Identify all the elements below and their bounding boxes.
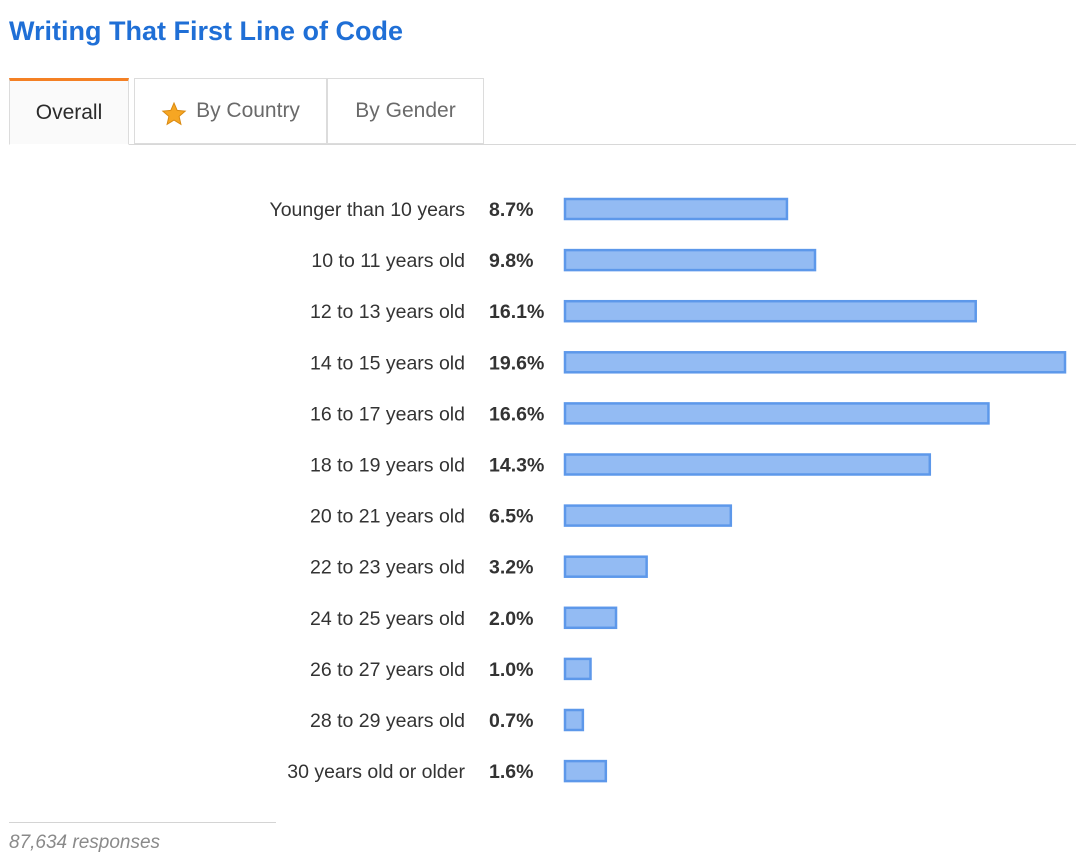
tab-bar: Overall By Country By Gender (9, 78, 1076, 145)
tab-bar-divider (9, 144, 1076, 145)
category-label: 18 to 19 years old (310, 455, 465, 477)
value-label: 2.0% (489, 608, 533, 630)
bar[interactable] (563, 708, 585, 732)
category-label: 26 to 27 years old (310, 659, 465, 681)
star-icon (161, 101, 187, 127)
category-label: 24 to 25 years old (310, 608, 465, 630)
value-label: 3.2% (489, 557, 533, 579)
bar[interactable] (563, 657, 592, 681)
bar[interactable] (563, 759, 608, 783)
value-label: 1.6% (489, 761, 533, 783)
tab-overall[interactable]: Overall (9, 78, 129, 145)
category-label: 10 to 11 years old (311, 250, 465, 272)
value-label: 1.0% (489, 659, 533, 681)
tab-label: By Country (196, 99, 300, 122)
bar[interactable] (563, 299, 977, 323)
value-label: 16.6% (489, 403, 544, 425)
tab-by-gender[interactable]: By Gender (327, 78, 484, 144)
category-label: 28 to 29 years old (310, 710, 465, 732)
value-label: 19.6% (489, 352, 544, 374)
value-label: 9.8% (489, 250, 533, 272)
category-label: 12 to 13 years old (310, 301, 465, 323)
bar[interactable] (563, 248, 817, 272)
response-count: 87,634 responses (9, 832, 161, 853)
bar[interactable] (563, 351, 1067, 374)
value-label: 0.7% (489, 710, 533, 732)
chart-title: Writing That First Line of Code (9, 16, 403, 46)
category-label: 22 to 23 years old (310, 557, 465, 579)
bar[interactable] (563, 453, 932, 476)
value-label: 8.7% (489, 199, 533, 221)
bar[interactable] (563, 504, 733, 527)
tab-by-country[interactable]: By Country (134, 78, 327, 144)
value-label: 6.5% (489, 506, 533, 528)
bar[interactable] (563, 606, 618, 630)
category-label: 14 to 15 years old (310, 352, 465, 374)
bar[interactable] (563, 197, 789, 221)
tab-label: Overall (35, 100, 103, 124)
footer-divider (9, 822, 276, 823)
bar[interactable] (563, 555, 648, 578)
category-label: 30 years old or older (287, 761, 465, 783)
category-label: 20 to 21 years old (310, 506, 465, 528)
category-label: 16 to 17 years old (310, 403, 465, 425)
category-label: Younger than 10 years (269, 199, 465, 221)
value-label: 14.3% (489, 455, 544, 477)
tab-label: By Gender (355, 99, 456, 122)
bar[interactable] (563, 402, 990, 425)
value-label: 16.1% (489, 301, 544, 323)
